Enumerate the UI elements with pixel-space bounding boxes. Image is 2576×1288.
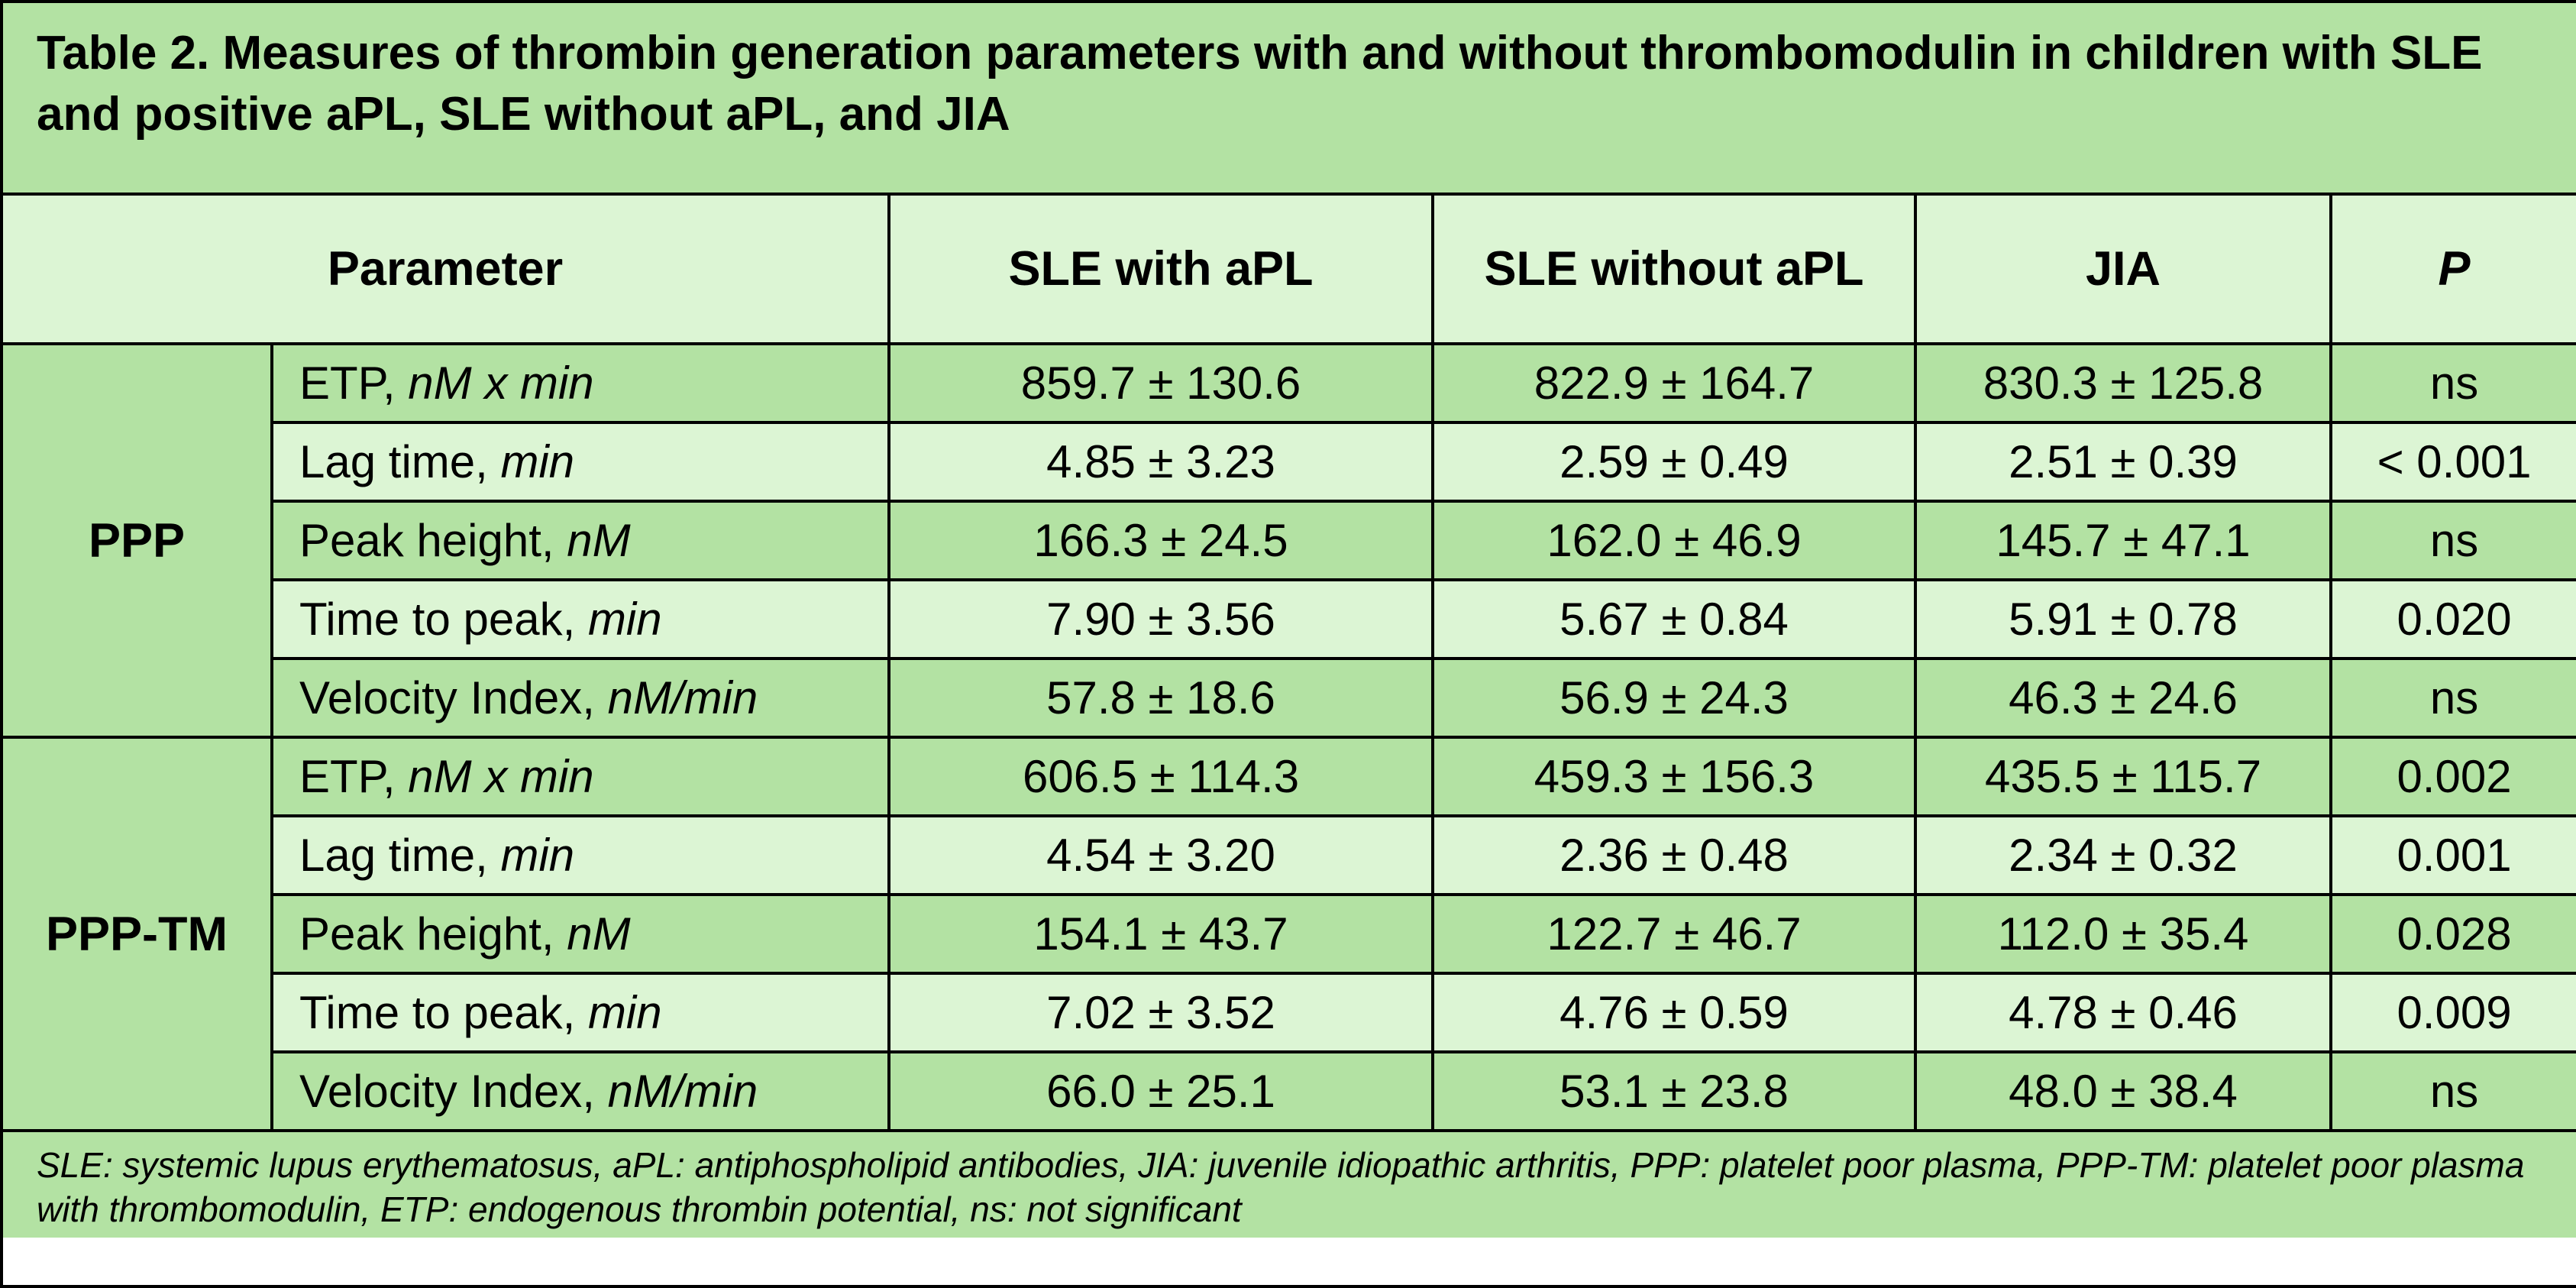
- table-row: Peak height, nM 154.1 ± 43.7 122.7 ± 46.7 1…: [3, 893, 2576, 975]
- header-parameter: Parameter: [3, 196, 891, 345]
- table-row: Velocity Index, nM/min 66.0 ± 25.1 53.1 ± …: [3, 1050, 2576, 1132]
- p-value: ns: [2329, 500, 2576, 581]
- results-table: Parameter SLE with aPL SLE without aPL J…: [3, 196, 2576, 1132]
- header-jia: JIA: [1914, 196, 2333, 345]
- sle-with-apl-value: 606.5 ± 114.3: [887, 736, 1435, 817]
- jia-value: 435.5 ± 115.7: [1914, 736, 2333, 817]
- jia-value: 46.3 ± 24.6: [1914, 657, 2333, 739]
- p-value: 0.002: [2329, 736, 2576, 817]
- sle-without-apl-value: 822.9 ± 164.7: [1431, 342, 1918, 424]
- p-value: 0.028: [2329, 893, 2576, 975]
- p-value: 0.001: [2329, 814, 2576, 896]
- parameter-cell: Time to peak, min: [272, 578, 891, 660]
- parameter-cell: Lag time, min: [272, 814, 891, 896]
- parameter-unit: min: [500, 830, 575, 881]
- table-row: PPP-TM ETP, nM x min 606.5 ± 114.3 459.3 ± …: [3, 736, 2576, 1132]
- jia-value: 830.3 ± 125.8: [1914, 342, 2333, 424]
- sle-with-apl-value: 166.3 ± 24.5: [887, 500, 1435, 581]
- sle-without-apl-value: 162.0 ± 46.9: [1431, 500, 1918, 581]
- parameter-label: ETP,: [299, 751, 409, 802]
- parameter-label: Lag time,: [299, 436, 501, 487]
- table-footnote: SLE: systemic lupus erythematosus, aPL: …: [3, 1132, 2576, 1238]
- jia-value: 145.7 ± 47.1: [1914, 500, 2333, 581]
- p-value: ns: [2329, 342, 2576, 424]
- table-title: Table 2. Measures of thrombin generation…: [3, 3, 2576, 196]
- sle-with-apl-value: 57.8 ± 18.6: [887, 657, 1435, 739]
- sle-with-apl-value: 4.54 ± 3.20: [887, 814, 1435, 896]
- sle-with-apl-value: 7.90 ± 3.56: [887, 578, 1435, 660]
- p-value: 0.020: [2329, 578, 2576, 660]
- parameter-unit: nM x min: [408, 358, 594, 409]
- parameter-label: Peak height,: [299, 908, 567, 960]
- p-value: 0.009: [2329, 972, 2576, 1053]
- jia-value: 2.34 ± 0.32: [1914, 814, 2333, 896]
- sle-with-apl-value: 859.7 ± 130.6: [887, 342, 1435, 424]
- parameter-unit: nM: [567, 515, 631, 566]
- parameter-label: Peak height,: [299, 515, 567, 566]
- parameter-cell: Lag time, min: [272, 421, 891, 503]
- parameter-unit: nM: [567, 908, 631, 960]
- header-sle-without-apl: SLE without aPL: [1431, 196, 1918, 345]
- table-row: Velocity Index, nM/min 57.8 ± 18.6 56.9 ± …: [3, 657, 2576, 739]
- parameter-cell: Peak height, nM: [272, 893, 891, 975]
- parameter-unit: nM/min: [607, 672, 758, 723]
- parameter-cell: Time to peak, min: [272, 972, 891, 1053]
- parameter-unit: nM/min: [607, 1066, 758, 1117]
- jia-value: 48.0 ± 38.4: [1914, 1050, 2333, 1132]
- group-label: PPP: [3, 342, 273, 739]
- sle-without-apl-value: 5.67 ± 0.84: [1431, 578, 1918, 660]
- parameter-unit: min: [587, 594, 662, 645]
- table-row: PPP ETP, nM x min 859.7 ± 130.6 822.9 ± 164…: [3, 342, 2576, 739]
- parameter-label: Velocity Index,: [299, 1066, 608, 1117]
- jia-value: 4.78 ± 0.46: [1914, 972, 2333, 1053]
- header-row: Parameter SLE with aPL SLE without aPL J…: [3, 196, 2576, 345]
- parameter-unit: min: [587, 987, 662, 1038]
- parameter-label: ETP,: [299, 358, 409, 409]
- sle-with-apl-value: 66.0 ± 25.1: [887, 1050, 1435, 1132]
- header-p-value: P: [2329, 196, 2576, 345]
- p-value: ns: [2329, 657, 2576, 739]
- sle-with-apl-value: 4.85 ± 3.23: [887, 421, 1435, 503]
- parameter-cell: Velocity Index, nM/min: [272, 657, 891, 739]
- sle-without-apl-value: 459.3 ± 156.3: [1431, 736, 1918, 817]
- parameter-cell: ETP, nM x min: [270, 736, 891, 817]
- sle-without-apl-value: 56.9 ± 24.3: [1431, 657, 1918, 739]
- p-value: ns: [2329, 1050, 2576, 1132]
- sle-without-apl-value: 4.76 ± 0.59: [1431, 972, 1918, 1053]
- sle-without-apl-value: 53.1 ± 23.8: [1431, 1050, 1918, 1132]
- parameter-unit: nM x min: [408, 751, 594, 802]
- jia-value: 2.51 ± 0.39: [1914, 421, 2333, 503]
- jia-value: 112.0 ± 35.4: [1914, 893, 2333, 975]
- p-value: < 0.001: [2329, 421, 2576, 503]
- table-row: Time to peak, min 7.02 ± 3.52 4.76 ± 0.59 4…: [3, 972, 2576, 1053]
- parameter-label: Time to peak,: [299, 987, 588, 1038]
- parameter-label: Lag time,: [299, 830, 501, 881]
- jia-value: 5.91 ± 0.78: [1914, 578, 2333, 660]
- parameter-label: Time to peak,: [299, 594, 588, 645]
- parameter-cell: ETP, nM x min: [270, 342, 891, 424]
- table-row: Lag time, min 4.54 ± 3.20 2.36 ± 0.48 2.34 …: [3, 814, 2576, 896]
- parameter-cell: Peak height, nM: [272, 500, 891, 581]
- table-row: Peak height, nM 166.3 ± 24.5 162.0 ± 46.9 1…: [3, 500, 2576, 581]
- group-label: PPP-TM: [3, 736, 273, 1132]
- parameter-label: Velocity Index,: [299, 672, 608, 723]
- sle-without-apl-value: 122.7 ± 46.7: [1431, 893, 1918, 975]
- header-sle-with-apl: SLE with aPL: [887, 196, 1435, 345]
- parameter-unit: min: [500, 436, 575, 487]
- sle-with-apl-value: 7.02 ± 3.52: [887, 972, 1435, 1053]
- table-row: Lag time, min 4.85 ± 3.23 2.59 ± 0.49 2.51 …: [3, 421, 2576, 503]
- sle-without-apl-value: 2.36 ± 0.48: [1431, 814, 1918, 896]
- parameter-cell: Velocity Index, nM/min: [272, 1050, 891, 1132]
- table-body: PPP ETP, nM x min 859.7 ± 130.6 822.9 ± 164…: [3, 342, 2576, 1132]
- sle-with-apl-value: 154.1 ± 43.7: [887, 893, 1435, 975]
- sle-without-apl-value: 2.59 ± 0.49: [1431, 421, 1918, 503]
- table-row: Time to peak, min 7.90 ± 3.56 5.67 ± 0.84 5…: [3, 578, 2576, 660]
